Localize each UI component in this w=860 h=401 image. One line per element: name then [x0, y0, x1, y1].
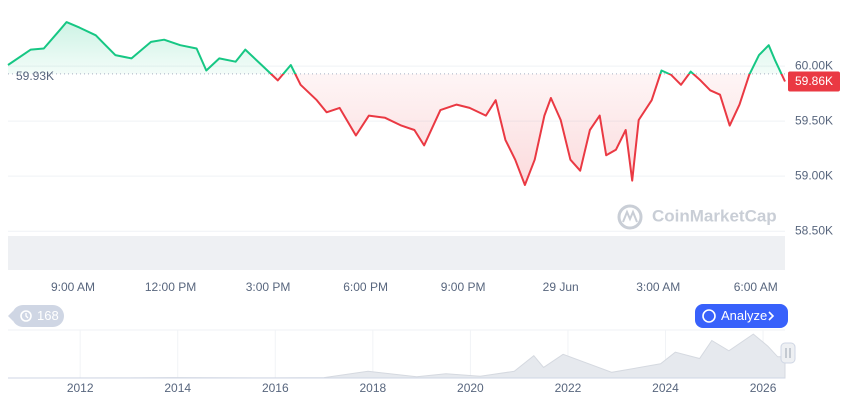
x-tick-label: 12:00 PM: [145, 280, 196, 294]
navigator-handle[interactable]: [780, 342, 796, 364]
current-price-tag: [788, 71, 840, 92]
navigator-tick-label: 2012: [67, 381, 94, 395]
current-price-label: 59.86K: [795, 74, 833, 88]
y-tick-label: 60.00K: [795, 58, 833, 72]
navigator-tick-label: 2026: [750, 381, 777, 395]
navigator-tick-label: 2018: [359, 381, 386, 395]
y-tick-label: 59.00K: [795, 168, 833, 182]
x-tick-label: 3:00 AM: [636, 280, 680, 294]
history-badge[interactable]: 168: [8, 305, 64, 327]
navigator-area: [11, 333, 786, 379]
navigator-tick-label: 2014: [164, 381, 191, 395]
area: [8, 22, 785, 185]
navigator-tick-label: 2020: [457, 381, 484, 395]
analyze-label: Analyze: [721, 308, 767, 323]
watermark: CoinMarketCap: [652, 206, 777, 225]
history-count: 168: [37, 308, 59, 323]
watermark-logo: [617, 204, 643, 230]
x-tick-label: 29 Jun: [543, 280, 579, 294]
y-tick-label: 58.50K: [795, 223, 833, 237]
x-tick-label: 9:00 PM: [441, 280, 486, 294]
x-tick-label: 6:00 AM: [734, 280, 778, 294]
x-tick-label: 3:00 PM: [246, 280, 291, 294]
analyze-button[interactable]: Analyze: [695, 304, 788, 328]
navigator-tick-label: 2016: [262, 381, 289, 395]
price-line: [7, 21, 786, 186]
navigator-tick-label: 2024: [652, 381, 679, 395]
navigator-tick-label: 2022: [555, 381, 582, 395]
x-tick-label: 9:00 AM: [51, 280, 95, 294]
y-tick-label: 59.50K: [795, 113, 833, 127]
x-tick-label: 6:00 PM: [343, 280, 388, 294]
volume-band: [8, 236, 785, 270]
baseline-label: 59.93K: [16, 69, 54, 83]
